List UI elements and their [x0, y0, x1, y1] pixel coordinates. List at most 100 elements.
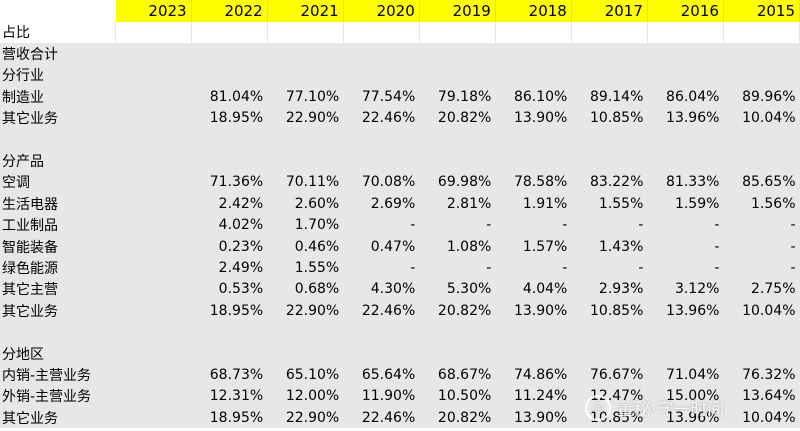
value-cell[interactable]: [343, 22, 420, 44]
value-cell[interactable]: [723, 64, 800, 87]
value-cell[interactable]: 65.64%: [343, 364, 420, 386]
value-cell[interactable]: [571, 43, 648, 65]
value-cell[interactable]: [647, 43, 724, 65]
value-cell[interactable]: [723, 321, 800, 343]
row-label-cell[interactable]: 其它业务: [0, 107, 116, 129]
value-cell[interactable]: 22.90%: [267, 300, 344, 322]
value-cell[interactable]: [115, 193, 192, 215]
value-cell[interactable]: 2.93%: [571, 278, 648, 301]
value-cell[interactable]: [343, 342, 420, 365]
value-cell[interactable]: [571, 321, 648, 343]
value-cell[interactable]: 1.59%: [647, 193, 724, 215]
value-cell[interactable]: [115, 86, 192, 108]
value-cell[interactable]: -: [419, 257, 496, 279]
value-cell[interactable]: [647, 22, 724, 44]
value-cell[interactable]: [647, 321, 724, 343]
value-cell[interactable]: [495, 22, 572, 44]
value-cell[interactable]: [191, 321, 268, 343]
value-cell[interactable]: 1.55%: [571, 193, 648, 215]
value-cell[interactable]: [495, 321, 572, 343]
value-cell[interactable]: 18.95%: [191, 107, 268, 129]
value-cell[interactable]: 13.90%: [495, 300, 572, 322]
year-header-2018[interactable]: 2018: [495, 0, 572, 22]
value-cell[interactable]: 0.53%: [191, 278, 268, 301]
value-cell[interactable]: 12.00%: [267, 385, 344, 408]
value-cell[interactable]: 13.96%: [647, 407, 724, 429]
year-header-2021[interactable]: 2021: [267, 0, 344, 22]
row-label-cell[interactable]: 分地区: [0, 342, 116, 365]
value-cell[interactable]: 10.04%: [723, 407, 800, 429]
value-cell[interactable]: [495, 342, 572, 365]
value-cell[interactable]: 89.96%: [723, 86, 800, 108]
value-cell[interactable]: 79.18%: [419, 86, 496, 108]
value-cell[interactable]: [419, 128, 496, 151]
row-label-cell[interactable]: 占比: [0, 22, 116, 44]
value-cell[interactable]: [343, 64, 420, 87]
value-cell[interactable]: 81.33%: [647, 171, 724, 194]
value-cell[interactable]: [267, 128, 344, 151]
value-cell[interactable]: [419, 43, 496, 65]
value-cell[interactable]: -: [723, 235, 800, 258]
year-header-2020[interactable]: 2020: [343, 0, 420, 22]
value-cell[interactable]: [571, 64, 648, 87]
value-cell[interactable]: 22.90%: [267, 407, 344, 429]
value-cell[interactable]: -: [723, 257, 800, 279]
value-cell[interactable]: 10.04%: [723, 107, 800, 129]
row-label-cell[interactable]: 制造业: [0, 86, 116, 108]
value-cell[interactable]: [267, 150, 344, 172]
value-cell[interactable]: 1.57%: [495, 235, 572, 258]
value-cell[interactable]: 12.31%: [191, 385, 268, 408]
value-cell[interactable]: [115, 43, 192, 65]
value-cell[interactable]: [191, 22, 268, 44]
value-cell[interactable]: 1.55%: [267, 257, 344, 279]
value-cell[interactable]: [191, 150, 268, 172]
value-cell[interactable]: 4.02%: [191, 214, 268, 236]
value-cell[interactable]: -: [495, 257, 572, 279]
value-cell[interactable]: [419, 64, 496, 87]
value-cell[interactable]: [267, 22, 344, 44]
value-cell[interactable]: [419, 321, 496, 343]
value-cell[interactable]: [571, 128, 648, 151]
row-label-cell[interactable]: 生活电器: [0, 193, 116, 215]
row-label-cell[interactable]: 其它业务: [0, 300, 116, 322]
value-cell[interactable]: [191, 64, 268, 87]
row-label-cell[interactable]: 分产品: [0, 150, 116, 172]
value-cell[interactable]: 76.32%: [723, 364, 800, 386]
value-cell[interactable]: 20.82%: [419, 107, 496, 129]
value-cell[interactable]: 83.22%: [571, 171, 648, 194]
value-cell[interactable]: 22.46%: [343, 407, 420, 429]
value-cell[interactable]: [115, 214, 192, 236]
value-cell[interactable]: [495, 128, 572, 151]
value-cell[interactable]: 3.12%: [647, 278, 724, 301]
value-cell[interactable]: [419, 22, 496, 44]
value-cell[interactable]: [343, 128, 420, 151]
value-cell[interactable]: 11.24%: [495, 385, 572, 408]
value-cell[interactable]: 74.86%: [495, 364, 572, 386]
value-cell[interactable]: 0.47%: [343, 235, 420, 258]
value-cell[interactable]: 68.67%: [419, 364, 496, 386]
value-cell[interactable]: [723, 43, 800, 65]
value-cell[interactable]: -: [495, 214, 572, 236]
value-cell[interactable]: [647, 128, 724, 151]
value-cell[interactable]: [723, 342, 800, 365]
value-cell[interactable]: [115, 407, 192, 429]
value-cell[interactable]: 13.64%: [723, 385, 800, 408]
value-cell[interactable]: -: [419, 214, 496, 236]
value-cell[interactable]: [343, 43, 420, 65]
value-cell[interactable]: -: [343, 214, 420, 236]
value-cell[interactable]: [115, 171, 192, 194]
value-cell[interactable]: 69.98%: [419, 171, 496, 194]
value-cell[interactable]: [571, 342, 648, 365]
value-cell[interactable]: 2.81%: [419, 193, 496, 215]
value-cell[interactable]: [571, 150, 648, 172]
year-header-2022[interactable]: 2022: [191, 0, 268, 22]
value-cell[interactable]: [267, 321, 344, 343]
row-label-cell[interactable]: 智能装备: [0, 235, 116, 258]
value-cell[interactable]: 0.46%: [267, 235, 344, 258]
value-cell[interactable]: 86.04%: [647, 86, 724, 108]
value-cell[interactable]: 2.60%: [267, 193, 344, 215]
value-cell[interactable]: 15.00%: [647, 385, 724, 408]
year-header-2016[interactable]: 2016: [647, 0, 724, 22]
row-label-cell[interactable]: 其它业务: [0, 407, 116, 429]
value-cell[interactable]: 2.75%: [723, 278, 800, 301]
